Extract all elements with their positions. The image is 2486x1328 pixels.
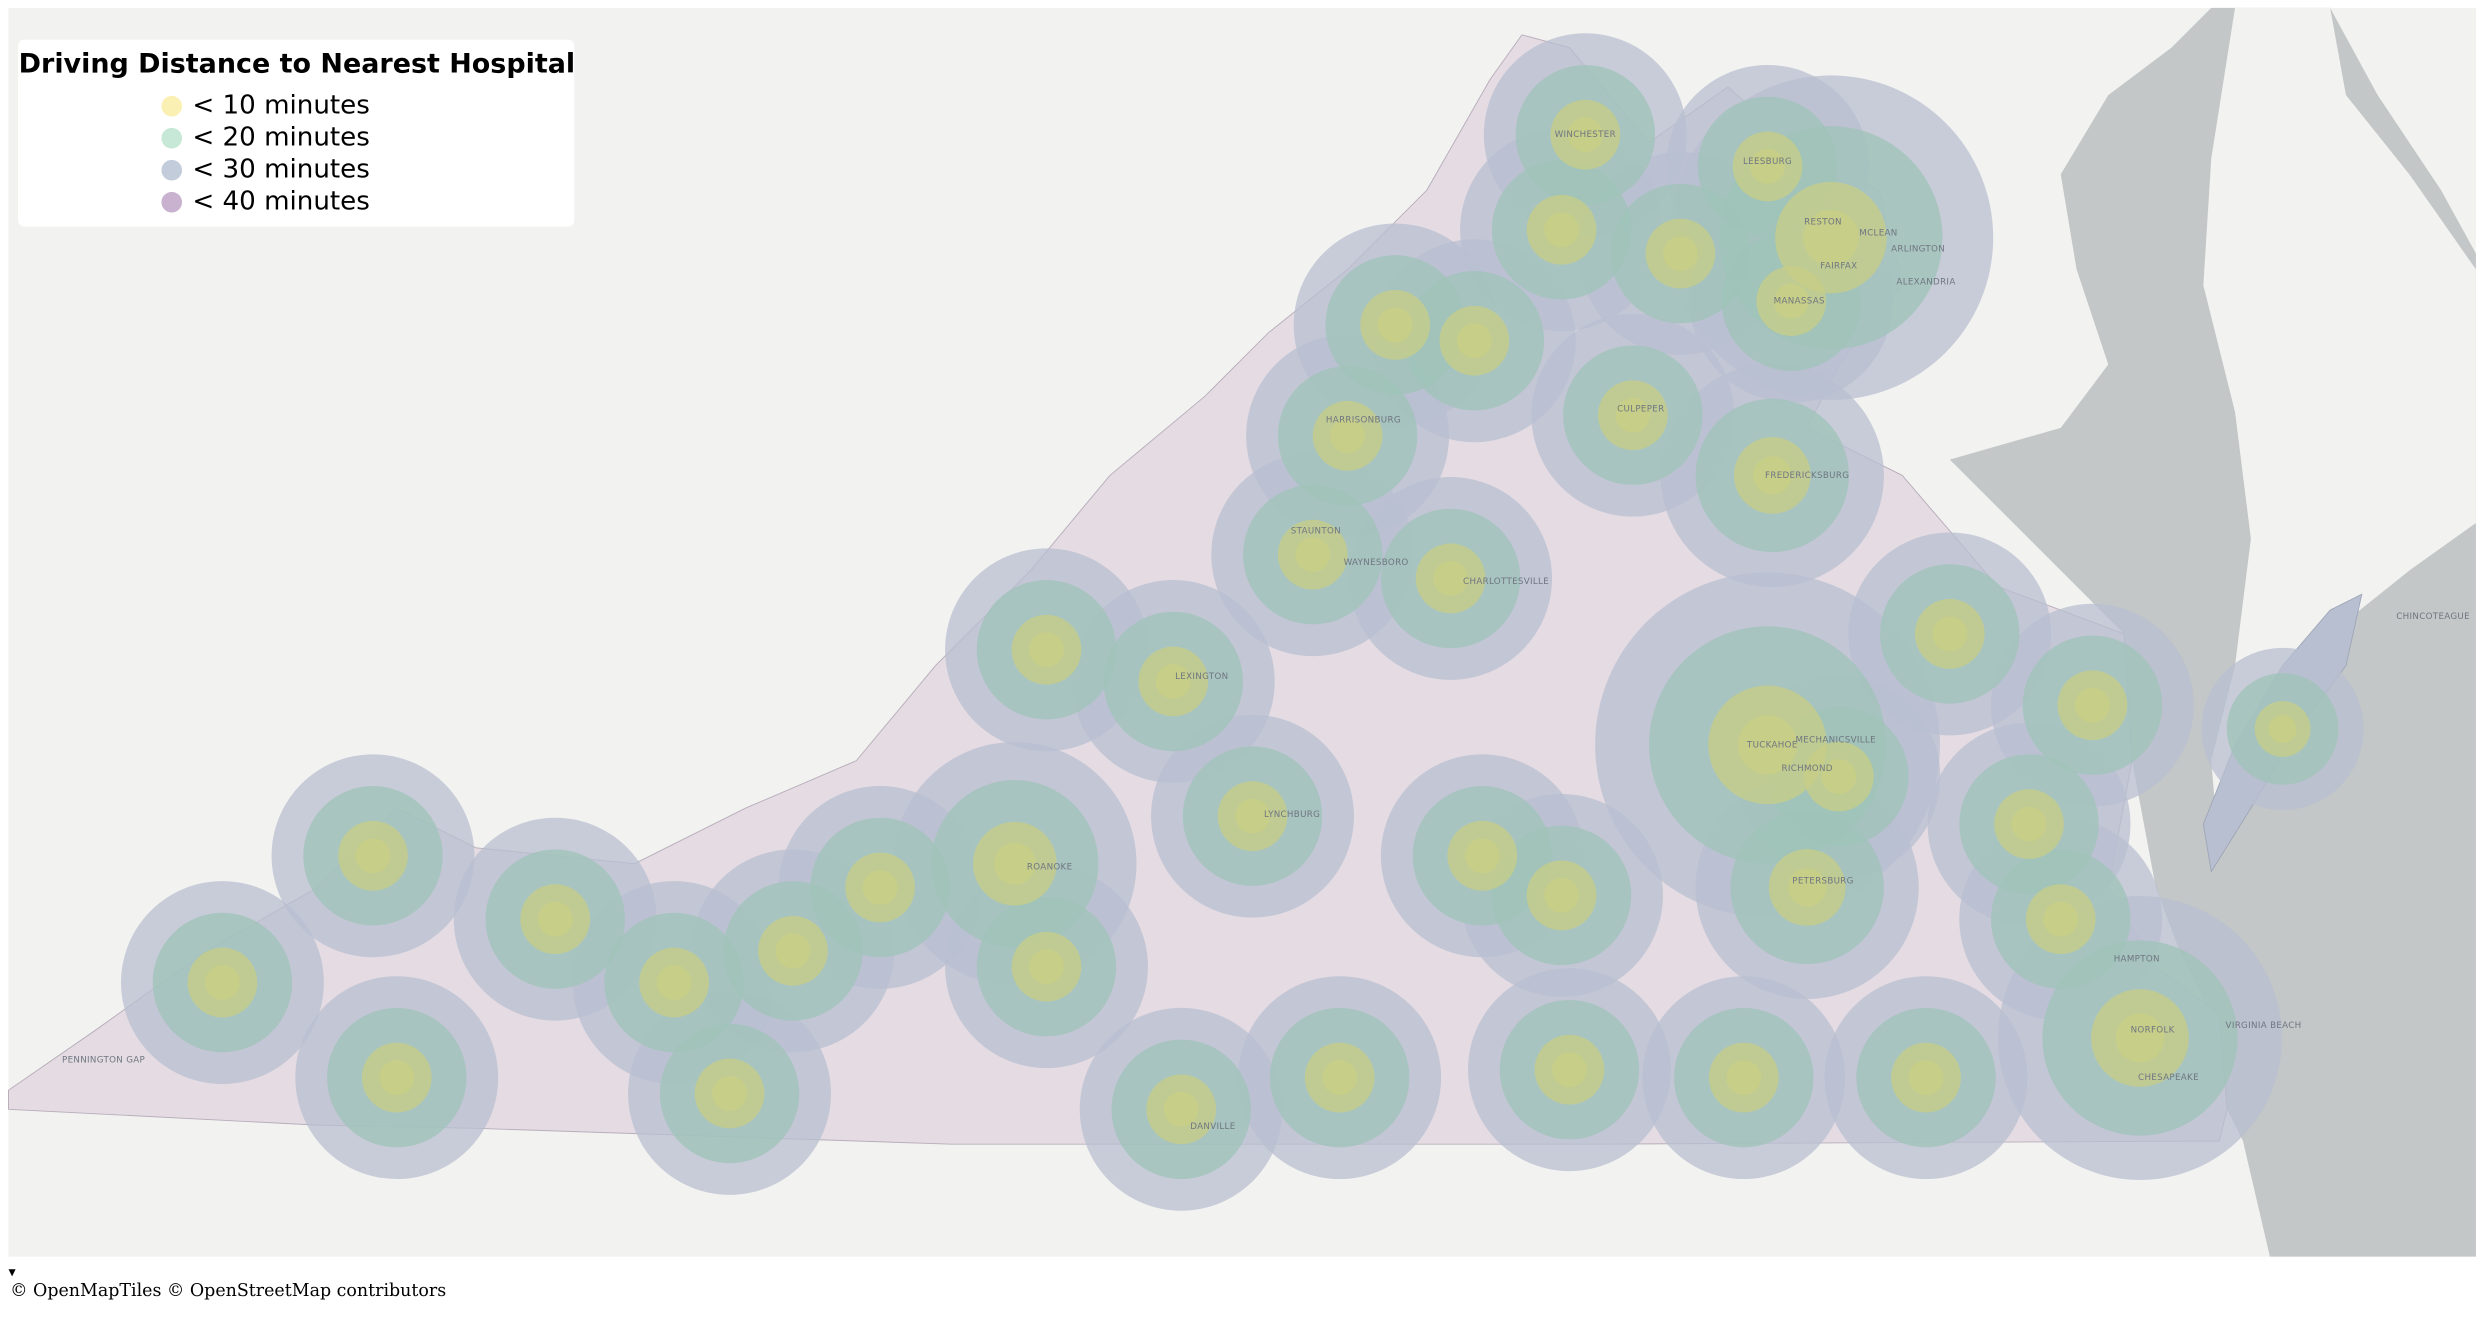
place-label: FAIRFAX	[1820, 262, 1857, 272]
place-label: WAYNESBORO	[1344, 558, 1409, 568]
hospital-area	[1456, 323, 1492, 359]
hospital-area	[1787, 868, 1827, 907]
place-label: MECHANICSVILLE	[1795, 736, 1875, 746]
place-label: VIRGINIA BEACH	[2226, 1021, 2302, 1031]
hospital-area	[1932, 616, 1968, 652]
hospital-area	[1821, 759, 1857, 794]
legend-items: < 10 minutes< 20 minutes< 30 minutes< 40…	[161, 91, 370, 217]
legend-swatch	[161, 191, 183, 213]
hospital-area	[2043, 901, 2079, 937]
hospital-area	[712, 1076, 747, 1111]
place-label: LEESBURG	[1743, 157, 1792, 167]
hospital-area	[1163, 1091, 1199, 1127]
hospital-area	[1908, 1060, 1944, 1096]
legend-label: < 30 minutes	[192, 155, 370, 185]
hospital-area	[862, 870, 898, 905]
legend-swatch	[161, 127, 183, 149]
legend-swatch	[161, 95, 183, 117]
place-label: RICHMOND	[1781, 764, 1832, 774]
hospital-area	[2011, 806, 2047, 842]
place-label: RESTON	[1804, 217, 1842, 227]
place-label: LYNCHBURG	[1264, 810, 1320, 820]
legend-label: < 40 minutes	[192, 187, 370, 217]
hospital-area	[2268, 715, 2297, 743]
place-label: ROANOKE	[1027, 862, 1072, 872]
hospital-area	[1737, 715, 1798, 775]
place-label: LEXINGTON	[1175, 672, 1228, 682]
hospital-area	[1773, 283, 1809, 319]
place-label: DANVILLE	[1190, 1122, 1235, 1132]
place-label: PENNINGTON GAP	[62, 1056, 145, 1066]
hospital-area	[1726, 1060, 1762, 1096]
hospital-area	[1377, 307, 1413, 343]
place-label: CHARLOTTESVILLE	[1463, 577, 1549, 587]
hospital-area	[1029, 949, 1064, 985]
hospital-area	[1567, 117, 1603, 153]
place-label: ALEXANDRIA	[1896, 278, 1955, 288]
hospital-area	[1662, 236, 1698, 271]
collapse-toggle[interactable]: ▾	[8, 1265, 16, 1281]
hospital-area	[1330, 418, 1366, 454]
legend-swatch	[161, 159, 183, 181]
legend-label: < 10 minutes	[192, 91, 370, 121]
hospital-area	[355, 838, 391, 874]
hospital-area	[1544, 212, 1579, 248]
hospital-area	[1750, 148, 1785, 184]
legend: Driving Distance to Nearest Hospital < 1…	[18, 39, 575, 227]
hospital-area	[1029, 632, 1064, 668]
place-label: ARLINGTON	[1891, 244, 1945, 254]
hospital-area	[205, 965, 240, 1000]
legend-label: < 20 minutes	[192, 123, 370, 153]
hospital-area	[2115, 1013, 2165, 1063]
hospital-area	[1803, 209, 1859, 266]
place-label: MANASSAS	[1774, 297, 1825, 307]
place-label: CHINCOTEAGUE	[2396, 612, 2470, 622]
hospital-area	[1322, 1060, 1358, 1096]
place-label: WINCHESTER	[1555, 130, 1616, 140]
hospital-area	[1464, 838, 1500, 874]
hospital-area	[1295, 537, 1331, 573]
place-label: NORFOLK	[2131, 1026, 2175, 1036]
hospital-area	[2074, 687, 2110, 723]
place-label: STAUNTON	[1291, 526, 1341, 536]
place-label: HAMPTON	[2114, 954, 2160, 964]
hospital-area	[1615, 397, 1651, 433]
land-delmarva	[2203, 7, 2476, 856]
place-label: MCLEAN	[1859, 228, 1897, 238]
hospital-area	[537, 901, 573, 937]
hospital-area	[1155, 664, 1191, 699]
place-label: FREDERICKSBURG	[1765, 471, 1849, 481]
hospital-area	[379, 1060, 415, 1096]
place-labels: WINCHESTER LEESBURG RESTON MCLEAN ARLINGTON F…	[62, 130, 2470, 1132]
hospital-area	[1552, 1052, 1587, 1088]
legend-title: Driving Distance to Nearest Hospital	[19, 48, 575, 79]
place-label: CHESAPEAKE	[2138, 1073, 2199, 1083]
hospital-area	[656, 965, 692, 1000]
hospital-area	[1753, 456, 1792, 495]
attribution: © OpenMapTiles © OpenStreetMap contribut…	[10, 1281, 446, 1301]
hospital-area	[775, 933, 811, 969]
hospital-area	[1235, 798, 1270, 834]
place-label: HARRISONBURG	[1326, 415, 1401, 425]
hospital-area	[1544, 877, 1579, 913]
place-label: PETERSBURG	[1792, 877, 1853, 887]
hospital-area	[993, 842, 1036, 885]
legend-box	[18, 39, 575, 227]
hospital-area	[1433, 560, 1469, 596]
place-label: TUCKAHOE	[1746, 740, 1798, 750]
place-label: CULPEPER	[1617, 404, 1664, 414]
coverage-zones	[8, 33, 2364, 1211]
